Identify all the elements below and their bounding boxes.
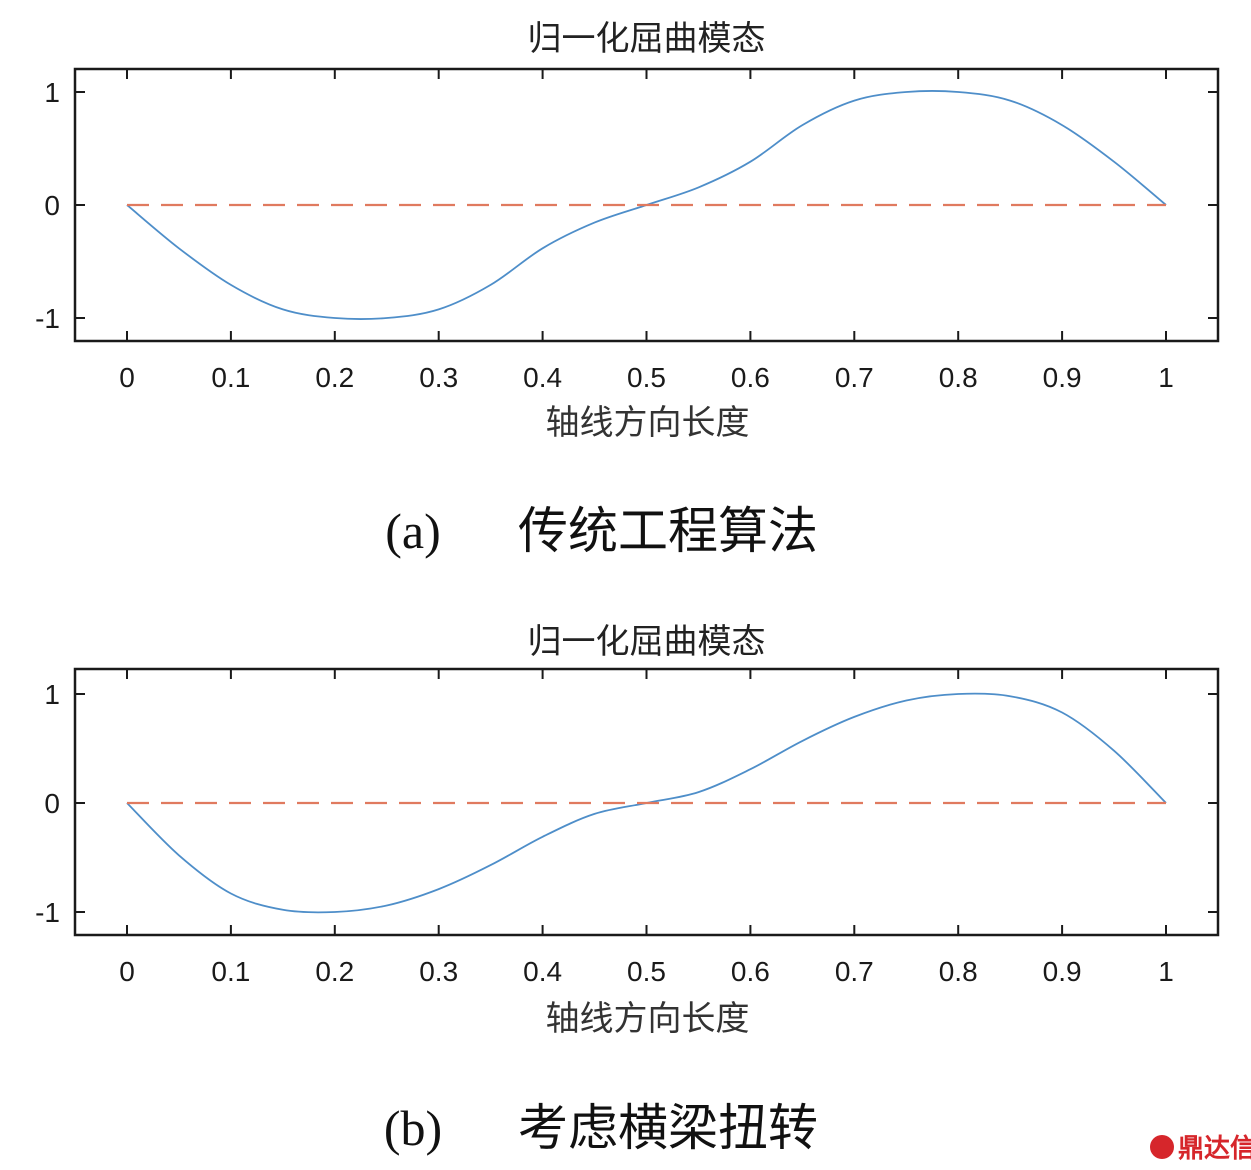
x-tick-label: 0 xyxy=(119,362,135,393)
x-tick-label: 0.1 xyxy=(211,956,250,987)
watermark: 鼎达信 xyxy=(1150,1134,1251,1164)
x-tick-label: 0.3 xyxy=(419,362,458,393)
caption-label: (b) xyxy=(384,1100,442,1156)
x-tick-label: 1 xyxy=(1158,956,1174,987)
caption-text: 考虑横梁扭转 xyxy=(518,1099,818,1157)
panel-b: 归一化屈曲模态 0 0.1 0.2 0.3 0.4 0.5 0.6 0.7 0.8 0.9 1 1 0 -1… xyxy=(35,622,1220,1157)
chart-title: 归一化屈曲模态 xyxy=(528,622,766,662)
x-axis-label: 轴线方向长度 xyxy=(546,403,750,443)
x-tick-label: 0.5 xyxy=(627,956,666,987)
caption-label: (a) xyxy=(385,503,441,559)
y-tick-label: -1 xyxy=(35,303,60,334)
x-tick-label: 0.8 xyxy=(939,362,978,393)
x-tick-label: 0.4 xyxy=(523,362,562,393)
y-tick-label: 1 xyxy=(44,679,60,710)
x-axis-label: 轴线方向长度 xyxy=(546,999,750,1039)
y-tick-label: -1 xyxy=(35,897,60,928)
y-tick-label: 0 xyxy=(44,190,60,221)
x-tick-label: 0.2 xyxy=(315,956,354,987)
x-tick-label: 1 xyxy=(1158,362,1174,393)
x-tick-label: 0.6 xyxy=(731,362,770,393)
x-tick-label: 0.9 xyxy=(1043,362,1082,393)
x-tick-label: 0.2 xyxy=(315,362,354,393)
x-tick-label: 0 xyxy=(119,956,135,987)
caption-text: 传统工程算法 xyxy=(518,502,818,560)
y-tick-label: 1 xyxy=(44,77,60,108)
x-tick-label: 0.5 xyxy=(627,362,666,393)
y-tick-label: 0 xyxy=(44,788,60,819)
x-tick-label: 0.4 xyxy=(523,956,562,987)
watermark-text: 鼎达信 xyxy=(1178,1134,1251,1164)
x-tick-label: 0.7 xyxy=(835,362,874,393)
x-tick-label: 0.9 xyxy=(1043,956,1082,987)
x-tick-label: 0.3 xyxy=(419,956,458,987)
panel-a: 归一化屈曲模态 0 0.1 0.2 0.3 0.4 0.5 0.6 0.7 0.8 0.9 1 1 0 -1… xyxy=(35,19,1220,560)
chart-title: 归一化屈曲模态 xyxy=(528,19,766,59)
x-tick-label: 0.8 xyxy=(939,956,978,987)
x-tick-label: 0.1 xyxy=(211,362,250,393)
x-tick-label: 0.7 xyxy=(835,956,874,987)
watermark-logo-icon xyxy=(1150,1135,1174,1159)
x-tick-label: 0.6 xyxy=(731,956,770,987)
